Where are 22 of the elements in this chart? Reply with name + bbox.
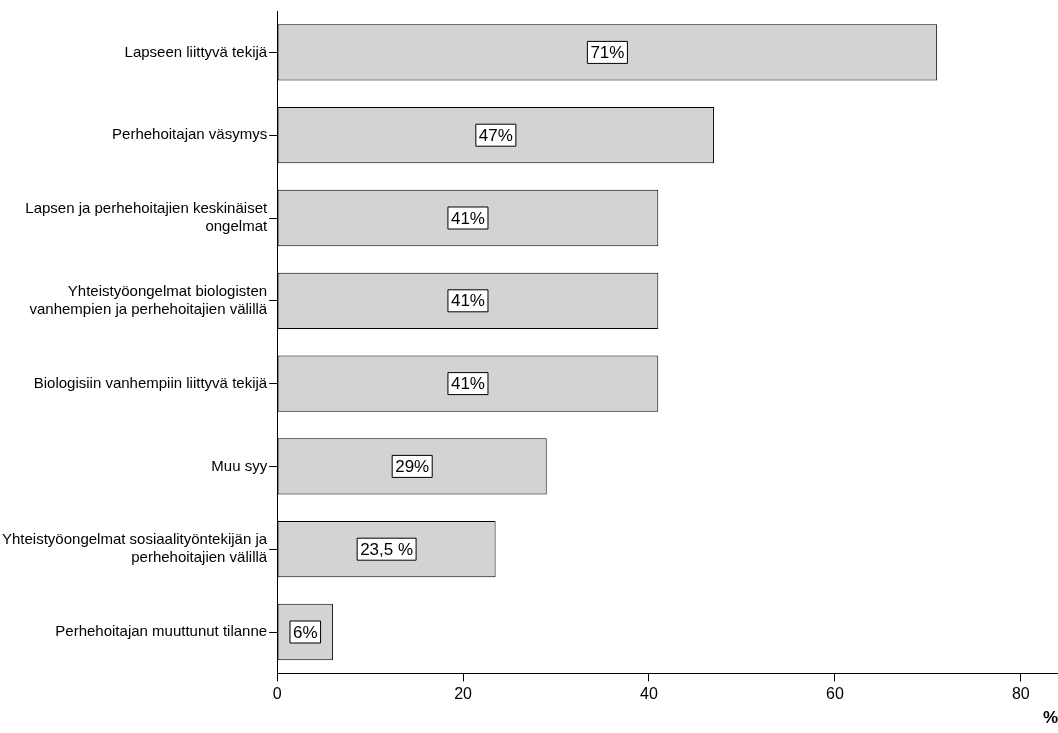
x-axis-title: %	[1042, 708, 1058, 728]
x-tick-label: 0	[272, 685, 282, 703]
x-tick-label: 80	[1011, 685, 1030, 703]
y-tick-label: Yhteistyöongelmat sosiaalityöntekijän ja perhehoitajien välillä	[2, 530, 268, 566]
data-label: 41%	[450, 374, 485, 394]
x-tick-label: 40	[640, 685, 658, 703]
data-label: 41%	[450, 208, 485, 228]
data-label: 6%	[293, 622, 318, 642]
y-tick-label: Lapsen ja perhehoitajien keskinäiset ongelmat	[25, 199, 268, 235]
y-tick-label: Lapseen liittyvä tekijä	[124, 42, 268, 60]
y-tick-label: Muu syy	[211, 456, 268, 474]
data-label: 29%	[395, 457, 430, 477]
x-tick-label: 20	[454, 685, 473, 703]
x-tick-label: 60	[826, 685, 844, 703]
data-label: 23,5 %	[360, 539, 414, 559]
data-label: 71%	[590, 43, 625, 63]
y-tick-label: Yhteistyöongelmat biologisten vanhempien ja perhehoitajien välillä	[29, 281, 268, 317]
y-tick-label: Biologisiin vanhempiin liittyvä tekijä	[33, 373, 268, 391]
data-label: 41%	[450, 291, 485, 311]
y-tick-label: Perhehoitajan muuttunut tilanne	[55, 622, 268, 640]
y-tick-label: Perhehoitajan väsymys	[112, 125, 268, 143]
data-label: 47%	[478, 125, 513, 145]
